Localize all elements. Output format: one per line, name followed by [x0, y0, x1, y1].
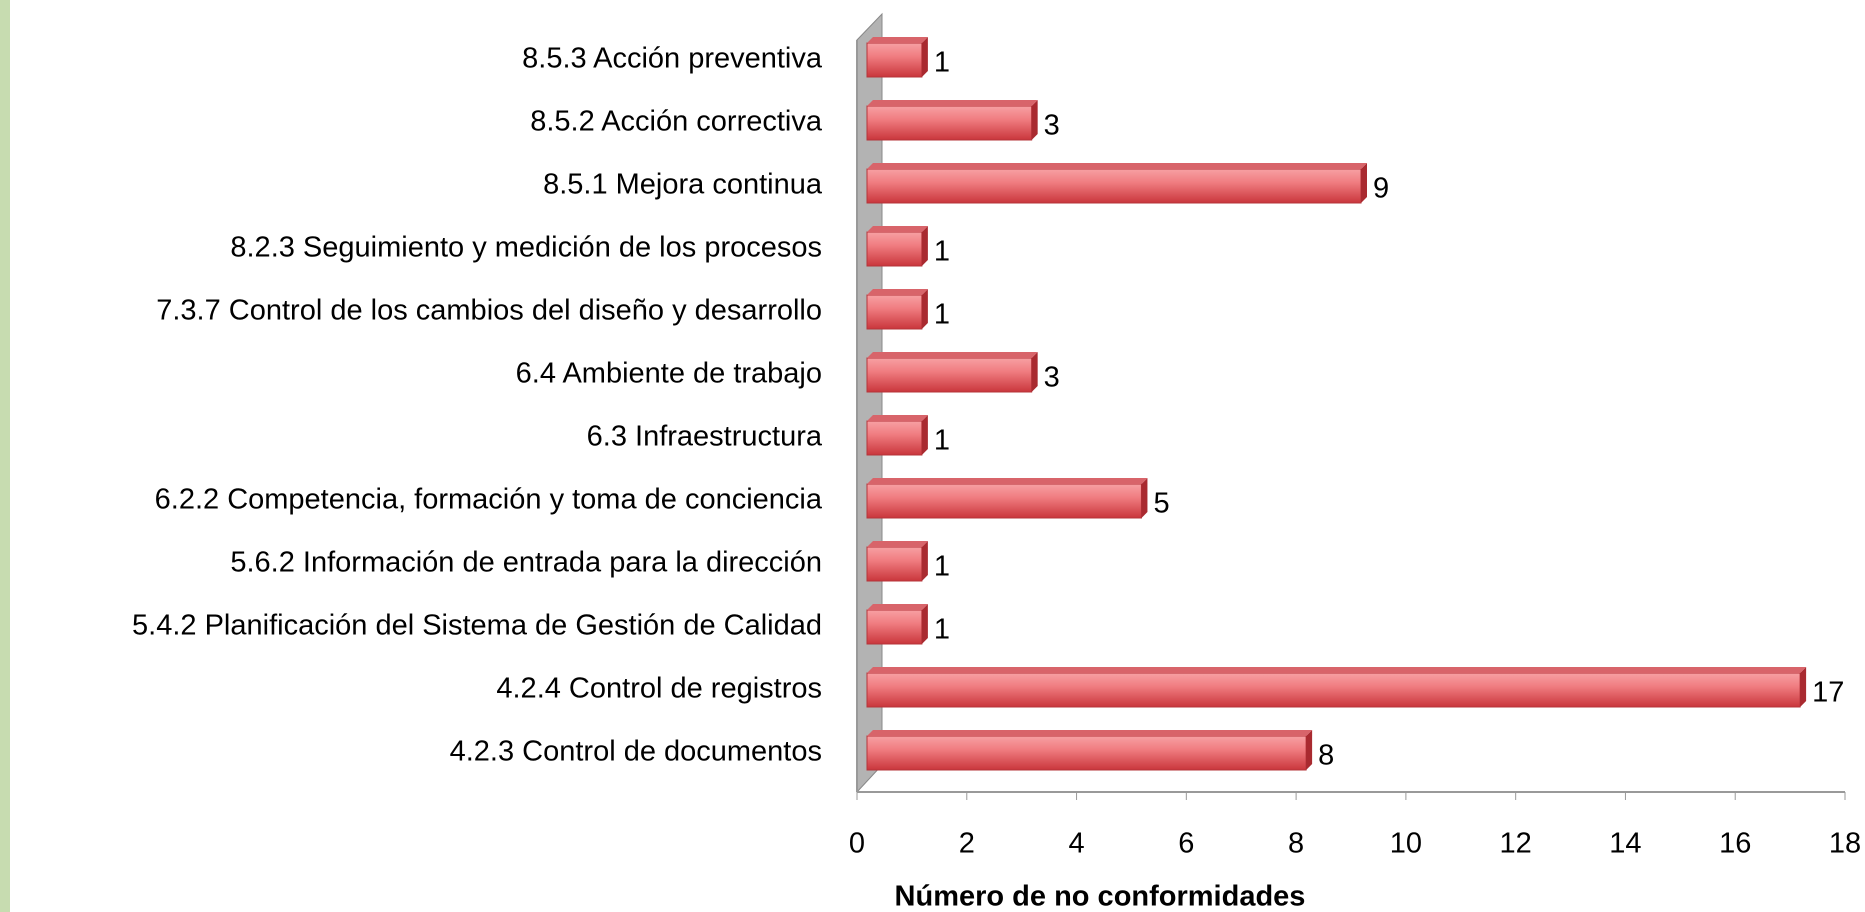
bar — [866, 609, 923, 645]
bar-top — [867, 415, 928, 421]
data-label: 1 — [934, 614, 950, 646]
y-tick-label: 8.5.3 Acción preventiva — [522, 43, 823, 75]
data-label: 1 — [934, 299, 950, 331]
bar-top — [867, 352, 1038, 358]
data-label: 17 — [1812, 677, 1844, 709]
bar-top — [867, 667, 1807, 673]
data-label: 1 — [934, 47, 950, 79]
bar — [866, 672, 1801, 708]
y-tick-label: 8.2.3 Seguimiento y medición de los proc… — [230, 232, 822, 264]
bar-top — [867, 541, 928, 547]
bar — [866, 735, 1307, 771]
bar — [866, 420, 923, 456]
bar-top — [867, 226, 928, 232]
bar-end — [921, 415, 928, 455]
y-tick-label: 5.6.2 Información de entrada para la dir… — [230, 547, 822, 579]
y-tick-label: 6.2.2 Competencia, formación y toma de c… — [155, 484, 823, 516]
bar-end — [1141, 478, 1148, 518]
data-label: 3 — [1044, 110, 1060, 142]
bar-end — [921, 604, 928, 644]
bar-end — [921, 37, 928, 77]
y-tick-label: 7.3.7 Control de los cambios del diseño … — [156, 295, 822, 327]
x-tick-label: 12 — [1500, 828, 1532, 860]
y-tick-label: 6.3 Infraestructura — [587, 421, 823, 453]
x-tick-label: 14 — [1609, 828, 1641, 860]
data-label: 5 — [1153, 488, 1169, 520]
bar-end — [921, 289, 928, 329]
bar-end — [1306, 730, 1313, 770]
bar-top — [867, 478, 1148, 484]
bar-top — [867, 604, 928, 610]
bar — [866, 168, 1362, 204]
bar — [866, 105, 1033, 141]
x-tick-label: 4 — [1068, 828, 1084, 860]
data-label: 3 — [1044, 362, 1060, 394]
bar — [866, 546, 923, 582]
x-tick-label: 0 — [849, 828, 865, 860]
bar — [866, 294, 923, 330]
bar-top — [867, 730, 1313, 736]
bar-top — [867, 37, 928, 43]
side-strip — [0, 0, 10, 912]
y-tick-label: 5.4.2 Planificación del Sistema de Gesti… — [132, 610, 822, 642]
x-tick-label: 18 — [1829, 828, 1861, 860]
bar-end — [1031, 100, 1038, 140]
x-axis-title: Número de no conformidades — [895, 881, 1306, 912]
y-tick-label: 4.2.4 Control de registros — [496, 673, 822, 705]
bar-end — [921, 541, 928, 581]
bar-end — [1800, 667, 1807, 707]
x-tick-label: 2 — [959, 828, 975, 860]
y-tick-label: 6.4 Ambiente de trabajo — [516, 358, 822, 390]
y-tick-label: 8.5.1 Mejora continua — [543, 169, 823, 201]
y-tick-label: 4.2.3 Control de documentos — [450, 736, 822, 768]
x-tick-label: 8 — [1288, 828, 1304, 860]
data-label: 1 — [934, 551, 950, 583]
bar-top — [867, 100, 1038, 106]
bar — [866, 357, 1033, 393]
bar — [866, 231, 923, 267]
data-label: 1 — [934, 425, 950, 457]
data-label: 9 — [1373, 173, 1389, 205]
y-tick-label: 8.5.2 Acción correctiva — [530, 106, 823, 138]
data-label: 1 — [934, 236, 950, 268]
data-label: 8 — [1318, 740, 1334, 772]
bar-top — [867, 289, 928, 295]
x-tick-label: 10 — [1390, 828, 1422, 860]
bar-end — [1361, 163, 1367, 203]
bar — [866, 42, 923, 78]
bar-end — [921, 226, 928, 266]
x-tick-label: 16 — [1719, 828, 1751, 860]
bar — [866, 483, 1142, 519]
x-tick-label: 6 — [1178, 828, 1194, 860]
bar-end — [1031, 352, 1038, 392]
bar-top — [867, 163, 1367, 169]
